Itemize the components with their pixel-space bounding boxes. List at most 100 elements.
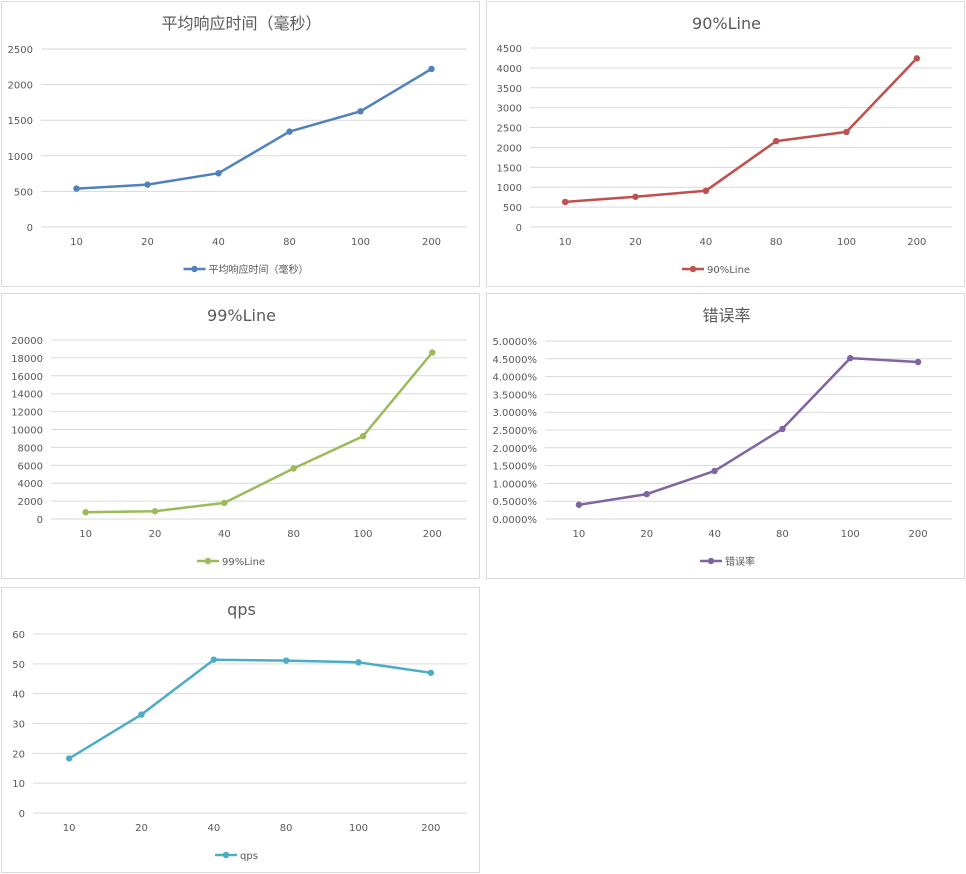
x-tick-label: 40 bbox=[699, 237, 712, 248]
x-tick-label: 100 bbox=[837, 237, 856, 248]
legend: 错误率 bbox=[700, 555, 755, 568]
y-tick-label: 3.0000% bbox=[493, 408, 538, 419]
y-tick-label: 1.5000% bbox=[493, 462, 538, 473]
y-tick-label: 16000 bbox=[11, 372, 43, 383]
data-point bbox=[847, 354, 854, 362]
data-point bbox=[914, 358, 922, 366]
legend: 99%Line bbox=[197, 557, 265, 568]
x-tick-label: 80 bbox=[287, 529, 300, 540]
legend-label: 错误率 bbox=[725, 555, 755, 568]
chart-title: 99%Line bbox=[207, 306, 276, 325]
x-tick-label: 100 bbox=[353, 529, 372, 540]
data-point bbox=[151, 508, 159, 515]
data-point bbox=[215, 170, 222, 177]
data-point bbox=[359, 433, 367, 440]
data-point bbox=[429, 349, 436, 356]
data-point bbox=[138, 711, 145, 718]
data-point bbox=[913, 55, 921, 62]
y-tick-label: 4500 bbox=[497, 44, 522, 55]
x-tick-label: 20 bbox=[149, 529, 162, 540]
data-point bbox=[221, 499, 228, 507]
data-point bbox=[355, 659, 362, 666]
y-tick-label: 12000 bbox=[11, 408, 43, 419]
y-tick-label: 60 bbox=[12, 630, 25, 641]
y-tick-label: 1000 bbox=[8, 152, 33, 163]
y-tick-label: 0.0000% bbox=[493, 515, 538, 526]
y-tick-label: 18000 bbox=[11, 354, 43, 365]
y-tick-label: 6000 bbox=[18, 461, 43, 472]
y-tick-label: 0 bbox=[19, 809, 25, 820]
data-point bbox=[632, 193, 639, 200]
y-tick-label: 4000 bbox=[497, 64, 522, 75]
x-tick-label: 20 bbox=[135, 823, 148, 834]
y-tick-label: 500 bbox=[14, 187, 33, 198]
chart-panel-99-line: 99%Line 0 2000 4000 6000 8000 10000 12000 14000 1… bbox=[1, 293, 480, 579]
y-tick-label: 20000 bbox=[11, 336, 43, 347]
chart-error-rate: 错误率 0.0000% 0.5000% 1.0000% 1.5000% 2.0000% 2.… bbox=[493, 306, 952, 568]
y-tick-label: 2000 bbox=[18, 497, 43, 508]
x-tick-label: 100 bbox=[841, 529, 860, 540]
chart-90-line: 90%Line 0 500 1000 1500 2000 2500 3000 3500 4000 4… bbox=[497, 14, 952, 276]
chart-panel-error-rate: 错误率 0.0000% 0.5000% 1.0000% 1.5000% 2.0000% 2.… bbox=[486, 293, 965, 579]
y-tick-label: 3.5000% bbox=[493, 390, 538, 401]
legend-swatch-marker bbox=[689, 265, 697, 273]
x-tick-label: 200 bbox=[421, 823, 440, 834]
x-tick-label: 20 bbox=[629, 237, 642, 248]
legend: 90%Line bbox=[682, 265, 750, 276]
y-tick-label: 30 bbox=[12, 720, 25, 731]
x-tick-label: 10 bbox=[79, 529, 92, 540]
series-line bbox=[76, 67, 433, 190]
chart-title: 90%Line bbox=[692, 14, 761, 33]
y-tick-label: 500 bbox=[503, 203, 522, 214]
x-tick-label: 20 bbox=[640, 529, 653, 540]
x-tick-label: 40 bbox=[708, 529, 721, 540]
data-point bbox=[779, 425, 786, 433]
y-tick-label: 1000 bbox=[497, 183, 522, 194]
x-tick-label: 40 bbox=[207, 823, 220, 834]
x-tick-label: 200 bbox=[423, 529, 442, 540]
data-point bbox=[575, 501, 583, 508]
y-tick-label: 1500 bbox=[8, 116, 33, 127]
legend-swatch-marker bbox=[707, 557, 715, 565]
data-point bbox=[643, 490, 650, 498]
data-point bbox=[286, 128, 293, 135]
chart-panel-qps: qps 0 10 20 30 40 50 60 10 20 40 80 100 200 qps bbox=[1, 587, 480, 873]
legend: 平均响应时间（毫秒） bbox=[183, 263, 309, 276]
chart-qps: qps 0 10 20 30 40 50 60 10 20 40 80 100 200 qps bbox=[12, 600, 467, 862]
y-tick-label: 5.0000% bbox=[493, 337, 538, 348]
y-tick-label: 2000 bbox=[8, 81, 33, 92]
y-tick-label: 1500 bbox=[497, 163, 522, 174]
y-tick-label: 4.5000% bbox=[493, 355, 538, 366]
x-tick-label: 20 bbox=[141, 237, 154, 248]
legend-swatch-marker bbox=[222, 851, 230, 859]
x-tick-label: 200 bbox=[907, 237, 926, 248]
data-point bbox=[73, 185, 80, 192]
series-line bbox=[578, 356, 919, 507]
y-tick-label: 2500 bbox=[8, 45, 33, 56]
series-line bbox=[565, 57, 918, 204]
data-point bbox=[357, 108, 364, 115]
data-point bbox=[561, 198, 569, 206]
y-tick-label: 4.0000% bbox=[493, 373, 538, 384]
x-tick-label: 10 bbox=[573, 529, 586, 540]
series-line bbox=[68, 658, 431, 760]
y-tick-label: 40 bbox=[12, 690, 25, 701]
x-tick-label: 10 bbox=[70, 237, 83, 248]
legend-swatch-marker bbox=[204, 557, 212, 565]
chart-title: 平均响应时间（毫秒） bbox=[161, 14, 321, 33]
data-point bbox=[427, 669, 435, 676]
data-point bbox=[711, 467, 718, 475]
x-tick-label: 40 bbox=[218, 529, 231, 540]
data-point bbox=[210, 656, 218, 663]
y-tick-label: 14000 bbox=[11, 390, 43, 401]
y-tick-label: 20 bbox=[12, 749, 25, 760]
data-point bbox=[65, 755, 73, 762]
legend-label: qps bbox=[240, 851, 258, 862]
chart-panel-90-line: 90%Line 0 500 1000 1500 2000 2500 3000 3500 4000 4… bbox=[486, 1, 965, 287]
legend: qps bbox=[215, 851, 258, 862]
y-tick-label: 2.0000% bbox=[493, 444, 538, 455]
x-tick-label: 80 bbox=[776, 529, 789, 540]
chart-99-line: 99%Line 0 2000 4000 6000 8000 10000 12000 14000 1… bbox=[11, 306, 467, 568]
data-point bbox=[702, 187, 710, 195]
y-tick-label: 0 bbox=[27, 223, 33, 234]
